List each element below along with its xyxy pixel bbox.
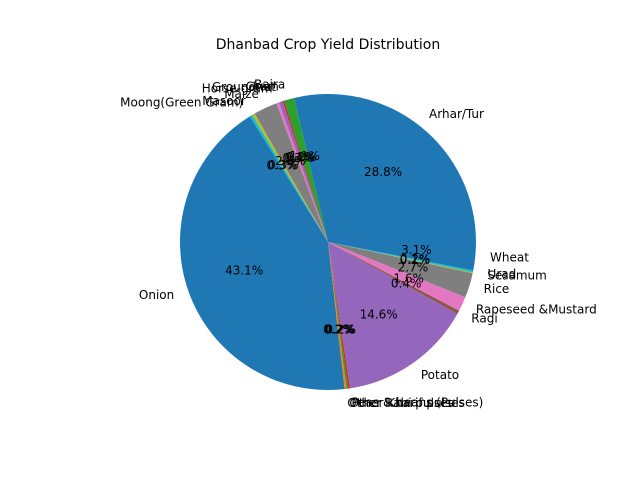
slice-label-wheat: Wheat	[490, 250, 529, 264]
slice-label-other-rabi-pulses: Other Rabi pulses	[347, 396, 454, 410]
pie-slice-rice	[328, 242, 473, 298]
pie-slice-moong-green-gram	[249, 114, 328, 242]
pie-slice-groundnut	[278, 101, 328, 243]
pie-slice-bajra	[284, 97, 328, 243]
slice-label-rapeseed-mustard: Rapeseed &Mustard	[476, 303, 597, 317]
pct-label-gram: 0.2%	[286, 150, 317, 164]
pct-label-wheat: 3.1%	[401, 243, 432, 257]
slice-label-other-kharif-pulses: Other Kharif pulses	[349, 396, 464, 410]
slice-label-maize: Maize	[224, 87, 259, 101]
slice-label-sesamum: Sesamum	[487, 268, 547, 282]
slice-label-onion: Onion	[139, 288, 174, 302]
pie-slice-wheat	[328, 242, 476, 271]
pie-slice-horse-gram	[276, 102, 328, 242]
slice-label-potato: Potato	[421, 368, 459, 382]
pct-label-other-rabi-pulses: 0.2%	[323, 323, 354, 337]
pct-label-moong-green-gram: 0.3%	[267, 159, 298, 173]
pct-label-arhar-tur: 28.8%	[364, 165, 402, 179]
pie-slice-masoor	[252, 113, 328, 242]
pct-label-bajra: 1.1%	[289, 149, 320, 163]
slice-label-bajra: Bajra	[254, 77, 285, 91]
pct-label-potato: 14.6%	[360, 307, 398, 321]
pie-slice-ragi	[328, 242, 460, 314]
pct-label-ragi: 0.4%	[391, 277, 422, 291]
pie-slice-gram	[282, 100, 328, 243]
pie-slice-other-kharif-pulses	[328, 242, 349, 389]
pct-label-rice: 2.7%	[398, 261, 429, 275]
slice-label-horse-gram: Horse-gram	[202, 81, 273, 95]
pct-label-sesamum: 0.1%	[400, 253, 431, 267]
pct-label-peas-beans-pulses: 0.2%	[325, 322, 356, 336]
pct-label-maize: 2.6%	[275, 154, 306, 168]
pct-label-masoor: 0.3%	[268, 158, 299, 172]
slice-label-peas-beans-pulses: Peas & beans (Pulses)	[351, 396, 483, 410]
slice-label-rice: Rice	[484, 282, 510, 296]
pie-slice-rapeseed-mustard	[328, 242, 466, 311]
pie-slice-other-rabi-pulses	[328, 242, 347, 390]
pct-label-horse-gram: 0.3%	[283, 151, 314, 165]
slice-label-moong-green-gram: Moong(Green Gram)	[120, 96, 243, 110]
pie-slice-sesamum	[328, 242, 473, 274]
slice-label-urad: Urad	[488, 267, 517, 281]
slice-label-masoor: Masoor	[202, 94, 246, 108]
slice-label-arhar-tur: Arhar/Tur	[429, 107, 484, 121]
chart-title: Dhanbad Crop Yield Distribution	[216, 37, 441, 53]
pie-slice-maize	[254, 103, 328, 242]
pct-label-other-kharif-pulses: 0.2%	[324, 323, 355, 337]
pie-labels: Arhar/Tur 28.8% Bajra 1.1% Gram 0.2% Groundnut…	[120, 77, 597, 410]
slice-label-groundnut: Groundnut	[212, 80, 276, 94]
pie-slices	[179, 94, 476, 391]
pct-label-groundnut: 0.4%	[284, 150, 315, 164]
slice-label-gram: Gram	[246, 79, 279, 93]
slice-label-ragi: Ragi	[471, 312, 497, 326]
pie-slice-potato	[328, 242, 458, 389]
pct-label-onion: 43.1%	[225, 264, 263, 278]
pie-slice-peas-beans-pulses	[328, 242, 351, 389]
pie-slice-onion	[179, 116, 345, 391]
pie-slice-urad	[328, 242, 474, 273]
pie-slice-arhar-tur	[294, 94, 476, 242]
pct-label-rapeseed-mustard: 1.6%	[393, 272, 424, 286]
pct-label-urad: 0.2%	[400, 252, 431, 266]
